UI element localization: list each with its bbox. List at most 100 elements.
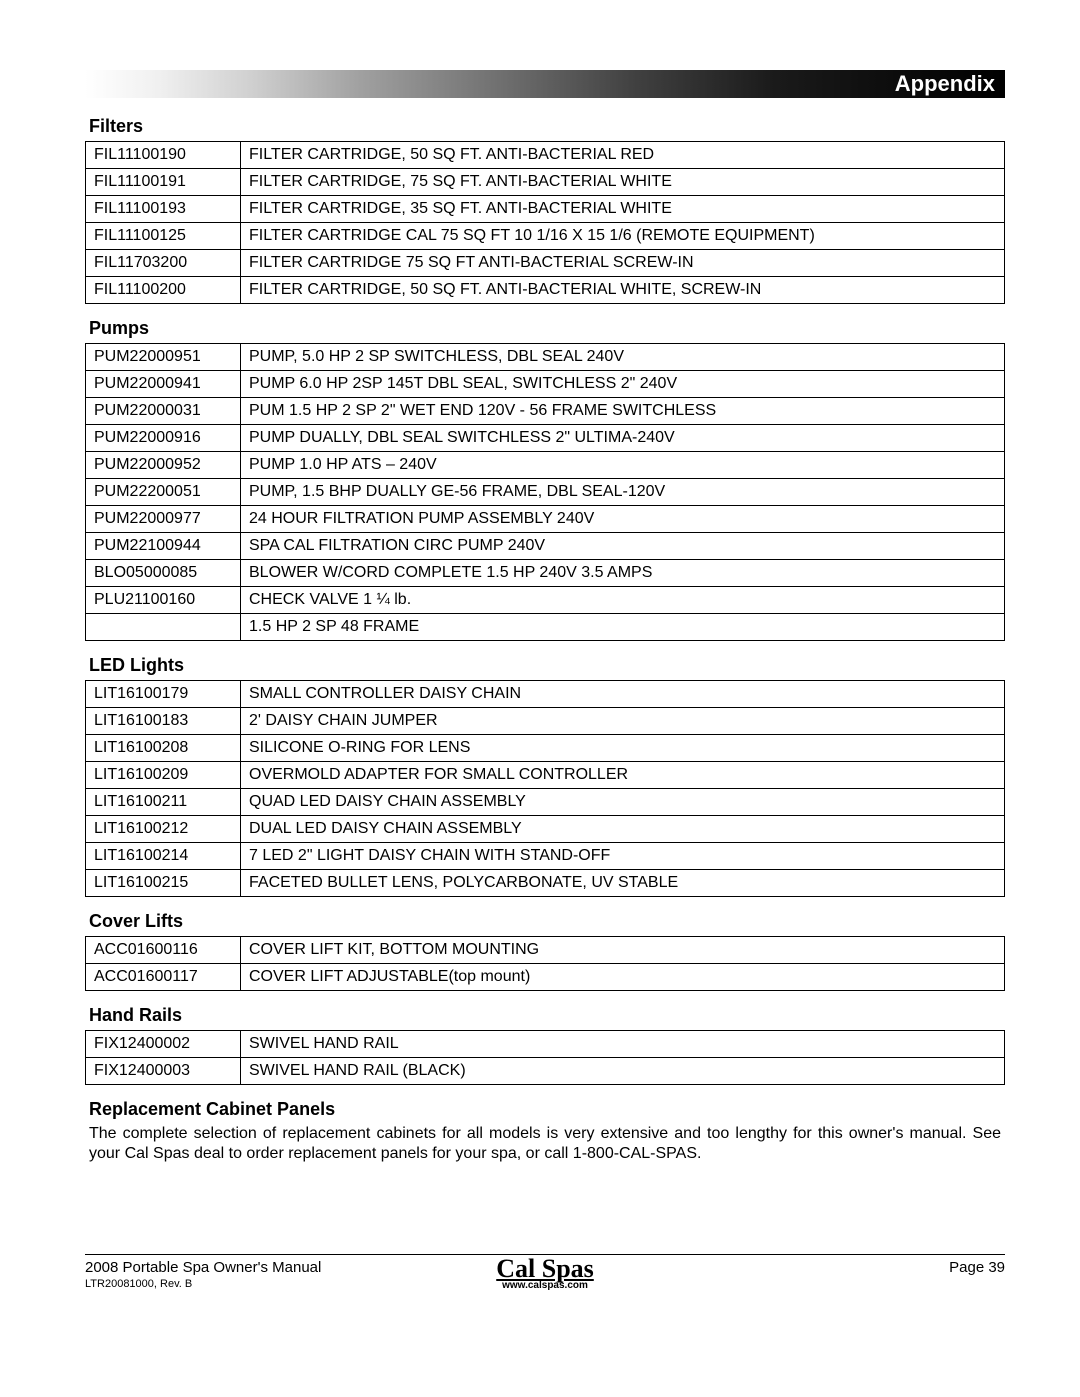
- part-description: SMALL CONTROLLER DAISY CHAIN: [241, 681, 1005, 708]
- part-description: CHECK VALVE 1 ¼ lb.: [241, 587, 1005, 614]
- table-row: FIL11100125FILTER CARTRIDGE CAL 75 SQ FT…: [86, 223, 1005, 250]
- part-code: FIL11100200: [86, 277, 241, 304]
- logo-url: www.calspas.com: [392, 1280, 699, 1291]
- table-row: PUM22100944SPA CAL FILTRATION CIRC PUMP …: [86, 533, 1005, 560]
- part-code: [86, 614, 241, 641]
- header-title: Appendix: [895, 71, 995, 97]
- table-row: LIT161002147 LED 2" LIGHT DAISY CHAIN WI…: [86, 843, 1005, 870]
- part-description: PUMP 1.0 HP ATS – 240V: [241, 452, 1005, 479]
- table-row: PLU21100160CHECK VALVE 1 ¼ lb.: [86, 587, 1005, 614]
- part-description: PUM 1.5 HP 2 SP 2" WET END 120V - 56 FRA…: [241, 398, 1005, 425]
- table-row: FIL11100193FILTER CARTRIDGE, 35 SQ FT. A…: [86, 196, 1005, 223]
- part-description: SWIVEL HAND RAIL (BLACK): [241, 1058, 1005, 1085]
- part-code: LIT16100179: [86, 681, 241, 708]
- footer-doc-rev: LTR20081000, Rev. B: [85, 1278, 392, 1290]
- part-code: FIL11100193: [86, 196, 241, 223]
- footer: 2008 Portable Spa Owner's Manual LTR2008…: [85, 1254, 1005, 1291]
- part-description: FILTER CARTRIDGE 75 SQ FT ANTI-BACTERIAL…: [241, 250, 1005, 277]
- parts-table: FIL11100190FILTER CARTRIDGE, 50 SQ FT. A…: [85, 141, 1005, 304]
- section-title-replacement: Replacement Cabinet Panels: [89, 1099, 1005, 1120]
- section-title: Cover Lifts: [89, 911, 1005, 932]
- part-code: BLO05000085: [86, 560, 241, 587]
- section-title: Pumps: [89, 318, 1005, 339]
- part-description: BLOWER W/CORD COMPLETE 1.5 HP 240V 3.5 A…: [241, 560, 1005, 587]
- table-row: PUM22000951PUMP, 5.0 HP 2 SP SWITCHLESS,…: [86, 344, 1005, 371]
- table-row: LIT161001832' DAISY CHAIN JUMPER: [86, 708, 1005, 735]
- part-code: LIT16100208: [86, 735, 241, 762]
- header-bar: Appendix: [85, 70, 1005, 98]
- footer-left: 2008 Portable Spa Owner's Manual LTR2008…: [85, 1259, 392, 1290]
- table-row: ACC01600116COVER LIFT KIT, BOTTOM MOUNTI…: [86, 937, 1005, 964]
- part-description: FACETED BULLET LENS, POLYCARBONATE, UV S…: [241, 870, 1005, 897]
- table-row: LIT16100208SILICONE O-RING FOR LENS: [86, 735, 1005, 762]
- part-code: LIT16100209: [86, 762, 241, 789]
- part-description: PUMP, 1.5 BHP DUALLY GE-56 FRAME, DBL SE…: [241, 479, 1005, 506]
- part-code: LIT16100211: [86, 789, 241, 816]
- table-row: PUM22000952PUMP 1.0 HP ATS – 240V: [86, 452, 1005, 479]
- table-row: PUM22000941PUMP 6.0 HP 2SP 145T DBL SEAL…: [86, 371, 1005, 398]
- table-row: FIL11100190FILTER CARTRIDGE, 50 SQ FT. A…: [86, 142, 1005, 169]
- part-description: SPA CAL FILTRATION CIRC PUMP 240V: [241, 533, 1005, 560]
- footer-page-number: Page 39: [698, 1259, 1005, 1276]
- part-code: FIL11703200: [86, 250, 241, 277]
- part-code: ACC01600117: [86, 964, 241, 991]
- part-description: DUAL LED DAISY CHAIN ASSEMBLY: [241, 816, 1005, 843]
- part-code: LIT16100212: [86, 816, 241, 843]
- replacement-text: The complete selection of replacement ca…: [89, 1124, 1001, 1164]
- section-title: Hand Rails: [89, 1005, 1005, 1026]
- part-code: LIT16100183: [86, 708, 241, 735]
- part-description: SILICONE O-RING FOR LENS: [241, 735, 1005, 762]
- part-description: PUMP 6.0 HP 2SP 145T DBL SEAL, SWITCHLES…: [241, 371, 1005, 398]
- part-code: FIL11100191: [86, 169, 241, 196]
- part-code: PUM22000941: [86, 371, 241, 398]
- section-title: LED Lights: [89, 655, 1005, 676]
- part-description: 24 HOUR FILTRATION PUMP ASSEMBLY 240V: [241, 506, 1005, 533]
- part-description: FILTER CARTRIDGE, 35 SQ FT. ANTI-BACTERI…: [241, 196, 1005, 223]
- part-description: 1.5 HP 2 SP 48 FRAME: [241, 614, 1005, 641]
- part-description: FILTER CARTRIDGE CAL 75 SQ FT 10 1/16 X …: [241, 223, 1005, 250]
- part-description: COVER LIFT ADJUSTABLE(top mount): [241, 964, 1005, 991]
- part-code: LIT16100215: [86, 870, 241, 897]
- parts-table: FIX12400002SWIVEL HAND RAILFIX12400003SW…: [85, 1030, 1005, 1085]
- footer-logo: Cal Spas www.calspas.com: [392, 1259, 699, 1291]
- table-row: LIT16100211QUAD LED DAISY CHAIN ASSEMBLY: [86, 789, 1005, 816]
- parts-table: ACC01600116COVER LIFT KIT, BOTTOM MOUNTI…: [85, 936, 1005, 991]
- part-description: OVERMOLD ADAPTER FOR SMALL CONTROLLER: [241, 762, 1005, 789]
- part-code: FIL11100125: [86, 223, 241, 250]
- table-row: FIL11100191FILTER CARTRIDGE, 75 SQ FT. A…: [86, 169, 1005, 196]
- parts-table: PUM22000951PUMP, 5.0 HP 2 SP SWITCHLESS,…: [85, 343, 1005, 641]
- part-description: 2' DAISY CHAIN JUMPER: [241, 708, 1005, 735]
- part-description: FILTER CARTRIDGE, 50 SQ FT. ANTI-BACTERI…: [241, 142, 1005, 169]
- part-description: PUMP DUALLY, DBL SEAL SWITCHLESS 2" ULTI…: [241, 425, 1005, 452]
- table-row: BLO05000085BLOWER W/CORD COMPLETE 1.5 HP…: [86, 560, 1005, 587]
- table-row: ACC01600117COVER LIFT ADJUSTABLE(top mou…: [86, 964, 1005, 991]
- part-description: QUAD LED DAISY CHAIN ASSEMBLY: [241, 789, 1005, 816]
- table-row: LIT16100212DUAL LED DAISY CHAIN ASSEMBLY: [86, 816, 1005, 843]
- page-container: Appendix FiltersFIL11100190FILTER CARTRI…: [0, 0, 1080, 1331]
- table-row: 1.5 HP 2 SP 48 FRAME: [86, 614, 1005, 641]
- part-code: FIX12400003: [86, 1058, 241, 1085]
- part-code: LIT16100214: [86, 843, 241, 870]
- table-row: LIT16100215FACETED BULLET LENS, POLYCARB…: [86, 870, 1005, 897]
- part-code: FIX12400002: [86, 1031, 241, 1058]
- part-code: PUM22200051: [86, 479, 241, 506]
- part-description: FILTER CARTRIDGE, 75 SQ FT. ANTI-BACTERI…: [241, 169, 1005, 196]
- part-code: PUM22000952: [86, 452, 241, 479]
- table-row: PUM22000916PUMP DUALLY, DBL SEAL SWITCHL…: [86, 425, 1005, 452]
- part-code: PUM22000977: [86, 506, 241, 533]
- part-description: COVER LIFT KIT, BOTTOM MOUNTING: [241, 937, 1005, 964]
- table-row: FIX12400002SWIVEL HAND RAIL: [86, 1031, 1005, 1058]
- logo-script: Cal Spas: [392, 1259, 699, 1280]
- table-row: PUM22000031PUM 1.5 HP 2 SP 2" WET END 12…: [86, 398, 1005, 425]
- footer-manual-title: 2008 Portable Spa Owner's Manual: [85, 1259, 392, 1276]
- part-description: FILTER CARTRIDGE, 50 SQ FT. ANTI-BACTERI…: [241, 277, 1005, 304]
- table-row: FIL11100200FILTER CARTRIDGE, 50 SQ FT. A…: [86, 277, 1005, 304]
- part-description: PUMP, 5.0 HP 2 SP SWITCHLESS, DBL SEAL 2…: [241, 344, 1005, 371]
- part-code: PUM22000031: [86, 398, 241, 425]
- table-row: LIT16100179SMALL CONTROLLER DAISY CHAIN: [86, 681, 1005, 708]
- part-code: ACC01600116: [86, 937, 241, 964]
- table-row: FIL11703200FILTER CARTRIDGE 75 SQ FT ANT…: [86, 250, 1005, 277]
- part-description: SWIVEL HAND RAIL: [241, 1031, 1005, 1058]
- table-row: LIT16100209OVERMOLD ADAPTER FOR SMALL CO…: [86, 762, 1005, 789]
- part-code: PUM22000951: [86, 344, 241, 371]
